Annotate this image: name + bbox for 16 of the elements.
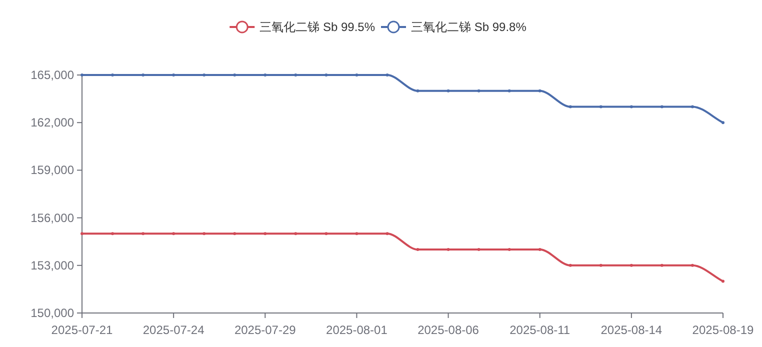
x-tick-label: 2025-08-11 xyxy=(510,323,570,337)
legend-label: 三氧化二锑 Sb 99.5% xyxy=(260,20,376,34)
y-tick-label: 153,000 xyxy=(30,258,74,272)
y-tick-label: 150,000 xyxy=(30,306,74,320)
x-tick-label: 2025-08-19 xyxy=(692,323,754,337)
legend-label: 三氧化二锑 Sb 99.8% xyxy=(411,20,527,34)
x-tick-label: 2025-07-24 xyxy=(142,323,205,337)
y-tick-label: 159,000 xyxy=(30,163,74,178)
x-tick-label: 2025-07-29 xyxy=(234,323,296,337)
y-tick-label: 165,000 xyxy=(30,68,74,82)
x-tick-label: 2025-07-21 xyxy=(51,323,114,337)
y-tick-label: 156,000 xyxy=(30,210,74,225)
x-tick-label: 2025-08-01 xyxy=(326,323,388,337)
y-tick-label: 162,000 xyxy=(30,116,74,130)
x-tick-label: 2025-08-06 xyxy=(418,323,480,337)
x-tick-label: 2025-08-14 xyxy=(600,323,662,337)
